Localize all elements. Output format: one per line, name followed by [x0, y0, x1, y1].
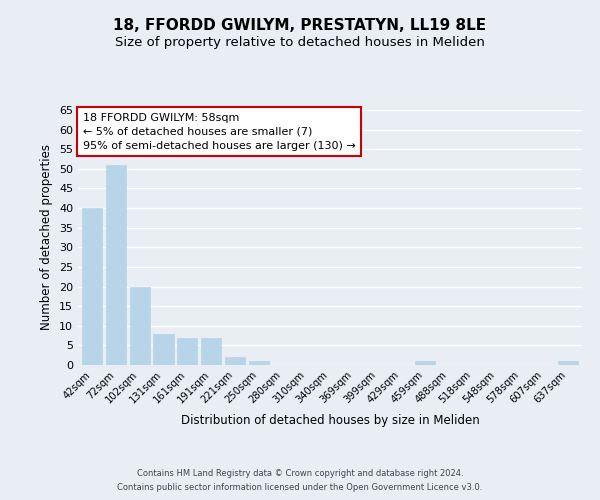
X-axis label: Distribution of detached houses by size in Meliden: Distribution of detached houses by size …: [181, 414, 479, 427]
Bar: [82, 208, 103, 365]
Bar: [415, 361, 435, 365]
Bar: [225, 357, 245, 365]
Y-axis label: Number of detached properties: Number of detached properties: [40, 144, 53, 330]
Bar: [201, 338, 221, 365]
Text: Contains HM Land Registry data © Crown copyright and database right 2024.: Contains HM Land Registry data © Crown c…: [137, 468, 463, 477]
Bar: [177, 338, 197, 365]
Bar: [248, 361, 269, 365]
Bar: [557, 361, 578, 365]
Text: Size of property relative to detached houses in Meliden: Size of property relative to detached ho…: [115, 36, 485, 49]
Bar: [106, 165, 126, 365]
Text: Contains public sector information licensed under the Open Government Licence v3: Contains public sector information licen…: [118, 484, 482, 492]
Bar: [130, 286, 150, 365]
Bar: [154, 334, 173, 365]
Text: 18 FFORDD GWILYM: 58sqm
← 5% of detached houses are smaller (7)
95% of semi-deta: 18 FFORDD GWILYM: 58sqm ← 5% of detached…: [83, 112, 356, 150]
Text: 18, FFORDD GWILYM, PRESTATYN, LL19 8LE: 18, FFORDD GWILYM, PRESTATYN, LL19 8LE: [113, 18, 487, 32]
